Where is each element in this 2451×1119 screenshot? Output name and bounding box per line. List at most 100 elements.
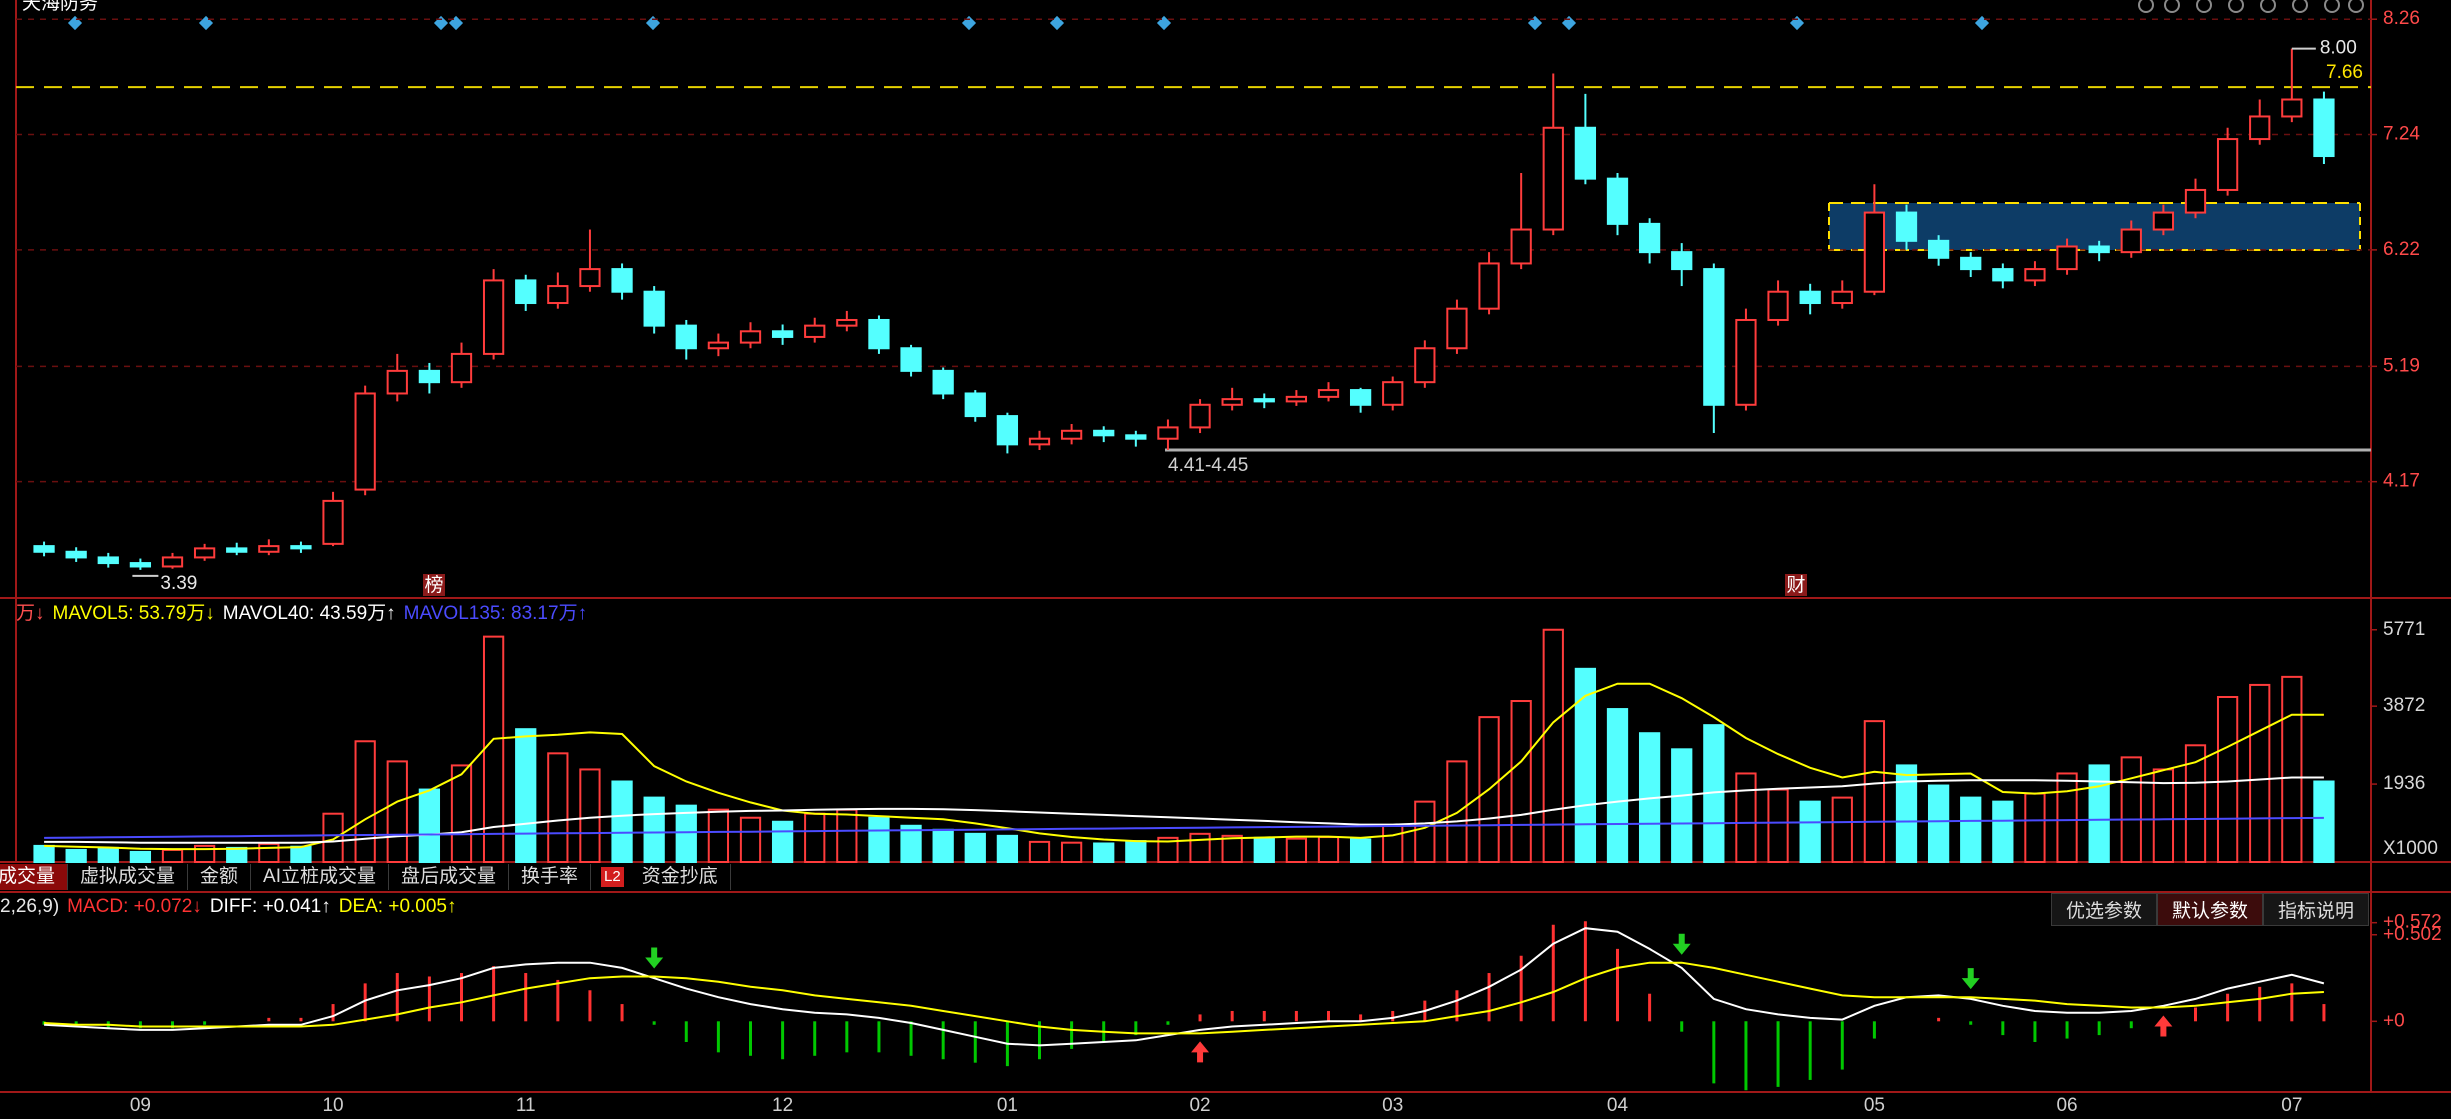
volume-bar — [1895, 764, 1918, 864]
volume-bar — [1414, 800, 1436, 864]
candle-body — [771, 330, 794, 338]
param-button[interactable]: 指标说明 — [2262, 893, 2369, 926]
signal-diamond — [961, 15, 977, 31]
candle-body — [675, 324, 697, 350]
icon[interactable] — [2138, 0, 2154, 13]
candle-body — [2184, 188, 2207, 214]
volume-bar — [2184, 744, 2207, 863]
candle-body — [964, 392, 986, 418]
candle-body — [2056, 245, 2078, 271]
volume-bar — [804, 812, 826, 864]
icon[interactable] — [2260, 0, 2276, 13]
volume-bar — [1157, 836, 1179, 864]
candle-body — [1446, 307, 1468, 350]
price-zone — [1829, 203, 2360, 250]
indicator-tab[interactable]: 资金抄底 — [630, 864, 731, 890]
candle-body — [1093, 429, 1115, 437]
param-button[interactable]: 默认参数 — [2156, 893, 2263, 926]
candle-body — [1992, 268, 2014, 282]
candle-body — [1317, 389, 1340, 398]
indicator-tab[interactable]: AI立桩成交量 — [251, 864, 389, 890]
toolbar-icons — [2138, 0, 2364, 13]
indicator-tab[interactable]: 成交量 — [0, 864, 69, 890]
volume-bar — [161, 848, 184, 864]
param-button[interactable]: 优选参数 — [2050, 893, 2157, 926]
volume-bar — [1767, 788, 1789, 864]
volume-bar — [450, 764, 473, 864]
candle-body — [804, 324, 826, 338]
candle-body — [1028, 437, 1051, 446]
legend-entry: MAVOL5: 53.79万↓ — [53, 603, 215, 624]
y-tick-label: 8.26 — [2383, 8, 2420, 29]
icon[interactable] — [2348, 0, 2364, 13]
volume-bar — [2216, 695, 2239, 863]
support-label: 4.41-4.45 — [1168, 455, 1248, 476]
candle-body — [1349, 389, 1372, 406]
volume-bar — [1253, 836, 1275, 864]
icon[interactable] — [2228, 0, 2244, 13]
stock-title: 天海防务 — [22, 0, 98, 14]
indicator-tab[interactable]: 换手率 — [509, 864, 592, 890]
legend-entry: MAVOL40: 43.59万↑ — [223, 603, 396, 624]
candle-body — [129, 562, 152, 568]
candle-body — [1735, 318, 1757, 406]
signal-diamond — [448, 15, 464, 31]
indicator-tab[interactable]: 虚拟成交量 — [68, 864, 189, 890]
candle-body — [1960, 256, 1982, 271]
candle-body — [1831, 290, 1853, 305]
x-tick-label: 10 — [322, 1095, 343, 1116]
candle-body — [1927, 239, 1950, 259]
x-tick-label: 09 — [130, 1095, 151, 1116]
volume-bar — [354, 740, 376, 864]
candle-body — [1606, 177, 1629, 225]
volume-bar — [1606, 708, 1629, 863]
candle-body — [386, 369, 408, 395]
candle-body — [354, 392, 376, 491]
candle-body — [1767, 290, 1789, 321]
icon[interactable] — [2164, 0, 2180, 13]
candle-body — [1638, 222, 1661, 254]
icon[interactable] — [2196, 0, 2212, 13]
y-tick-label: +0.502 — [2383, 924, 2442, 945]
macd-line — [44, 927, 2325, 1047]
volume-bar — [1831, 796, 1853, 863]
icon[interactable] — [2292, 0, 2308, 13]
y-tick-label: 1936 — [2383, 773, 2425, 794]
low-label: 3.39 — [160, 573, 197, 594]
volume-bar — [1735, 772, 1757, 863]
x-tick-label: 01 — [997, 1095, 1018, 1116]
candle-body — [611, 268, 633, 293]
ma-line — [44, 682, 2324, 851]
candle-body — [450, 352, 473, 384]
candle-body — [1414, 347, 1436, 384]
candle-body — [2281, 98, 2303, 118]
volume-bar — [418, 788, 441, 864]
candle-body — [1542, 126, 1564, 231]
volume-bar — [1960, 796, 1982, 863]
event-marker-label: 榜 — [424, 574, 443, 596]
y-tick-label: 5.19 — [2383, 355, 2420, 376]
candle-body — [2120, 228, 2142, 254]
icon[interactable] — [2324, 0, 2340, 13]
indicator-tab[interactable]: 盘后成交量 — [389, 864, 510, 890]
volume-bar — [33, 844, 55, 863]
candle-body — [547, 285, 569, 305]
candle-body — [65, 550, 87, 559]
volume-bar — [675, 804, 697, 863]
sell-arrow — [1672, 933, 1691, 955]
volume-bar — [2120, 756, 2142, 863]
candle-body — [258, 545, 280, 553]
volume-bar — [1189, 832, 1211, 863]
volume-bar — [386, 760, 408, 863]
volume-bar — [290, 845, 312, 863]
volume-bar — [739, 816, 762, 864]
volume-bar — [771, 820, 794, 863]
candle-body — [1863, 211, 1886, 293]
volume-bar — [1671, 748, 1693, 863]
candle-body — [1221, 398, 1243, 406]
signal-diamond — [1789, 15, 1805, 31]
candle-body — [739, 330, 762, 344]
ma-line — [44, 816, 2324, 839]
indicator-tab[interactable]: 金额 — [188, 864, 252, 890]
